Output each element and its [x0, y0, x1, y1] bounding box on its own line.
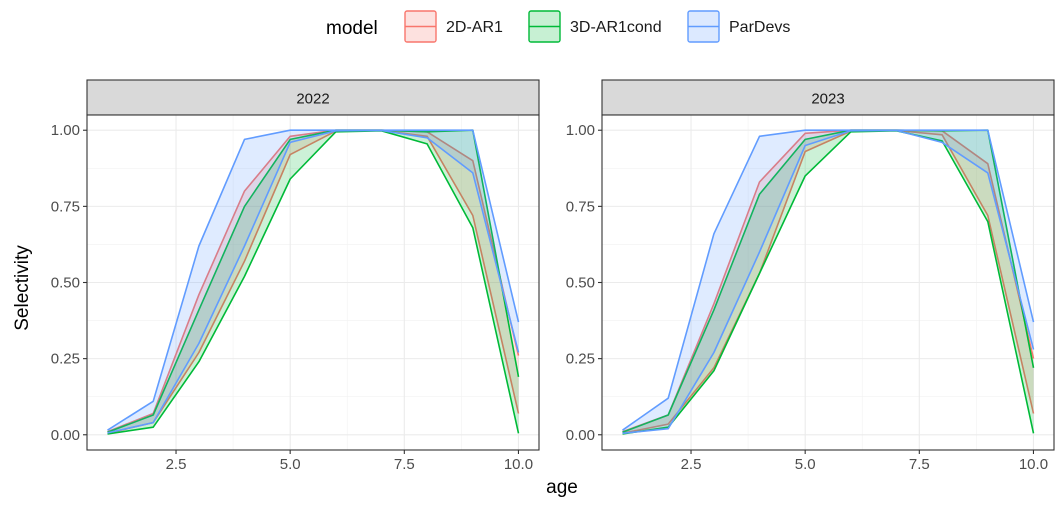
lower-line-pardevs-2023 [622, 129, 1035, 435]
y-tick-label-2022: 1.00 [51, 122, 80, 139]
ribbon-pardevs-2023 [622, 130, 1034, 434]
y-tick-label-2022: 0.25 [51, 351, 80, 368]
legend-title: model [326, 18, 378, 39]
x-tick-label-2022: 10.0 [504, 456, 533, 473]
legend-label-pardevs: ParDevs [729, 19, 790, 36]
y-tick-label-2023: 0.25 [566, 351, 595, 368]
series-2022 [107, 129, 520, 435]
panel-2022: 2022 2.5 5.0 7.5 10.0 0.00 0.25 0.50 0.75 1.00 [51, 79, 540, 473]
x-tick-label-2023: 5.0 [795, 456, 816, 473]
legend-entry-pardevs: ParDevs [685, 8, 790, 45]
strip-label-2022: 2022 [296, 91, 329, 108]
ribbon-pardevs-2022 [107, 130, 519, 433]
legend-label-2d-ar1: 2D-AR1 [446, 19, 503, 36]
x-axis-title: age [546, 477, 578, 498]
panel-2023: 2023 2.5 5.0 7.5 10.0 0.00 0.25 0.50 0.75 1.00 [566, 79, 1055, 473]
y-axis-title: Selectivity [12, 245, 33, 331]
lower-line-3d-ar1cond-2022 [107, 130, 520, 435]
y-tick-label-2023: 1.00 [566, 122, 595, 139]
x-tick-label-2023: 2.5 [681, 456, 702, 473]
legend-entry-2d-ar1: 2D-AR1 [402, 8, 503, 45]
legend-entry-3d-ar1cond: 3D-AR1cond [526, 8, 662, 45]
x-tick-label-2023: 10.0 [1019, 456, 1048, 473]
upper-line-2d-ar1-2022 [107, 129, 520, 433]
axes-2022: 2.5 5.0 7.5 10.0 0.00 0.25 0.50 0.75 1.00 [51, 122, 533, 473]
y-tick-label-2022: 0.75 [51, 198, 80, 215]
y-tick-label-2022: 0.00 [51, 427, 80, 444]
x-tick-label-2023: 7.5 [909, 456, 930, 473]
y-tick-label-2023: 0.50 [566, 275, 595, 292]
strip-2022 [86, 79, 540, 116]
y-tick-label-2023: 0.00 [566, 427, 595, 444]
strip-label-2023: 2023 [811, 91, 844, 108]
series-2023 [622, 129, 1035, 435]
y-tick-label-2022: 0.50 [51, 275, 80, 292]
x-tick-label-2022: 7.5 [394, 456, 415, 473]
ribbon-3d-ar1cond-2022 [107, 130, 519, 434]
lower-line-3d-ar1cond-2023 [622, 130, 1035, 435]
strip-2023 [601, 79, 1055, 116]
y-tick-label-2023: 0.75 [566, 198, 595, 215]
legend-label-3d-ar1cond: 3D-AR1cond [570, 19, 662, 36]
lower-line-pardevs-2022 [107, 129, 520, 434]
upper-line-pardevs-2022 [107, 129, 520, 431]
axes-2023: 2.5 5.0 7.5 10.0 0.00 0.25 0.50 0.75 1.00 [566, 122, 1048, 473]
x-tick-label-2022: 2.5 [166, 456, 187, 473]
legend: model 2D-AR1 3D-AR1cond ParDevs [326, 8, 790, 45]
ribbon-3d-ar1cond-2023 [622, 130, 1034, 434]
lower-line-2d-ar1-2023 [622, 129, 1035, 435]
lower-line-2d-ar1-2022 [107, 129, 520, 435]
upper-line-2d-ar1-2023 [622, 129, 1035, 433]
upper-line-pardevs-2023 [622, 129, 1035, 431]
x-tick-label-2022: 5.0 [280, 456, 301, 473]
